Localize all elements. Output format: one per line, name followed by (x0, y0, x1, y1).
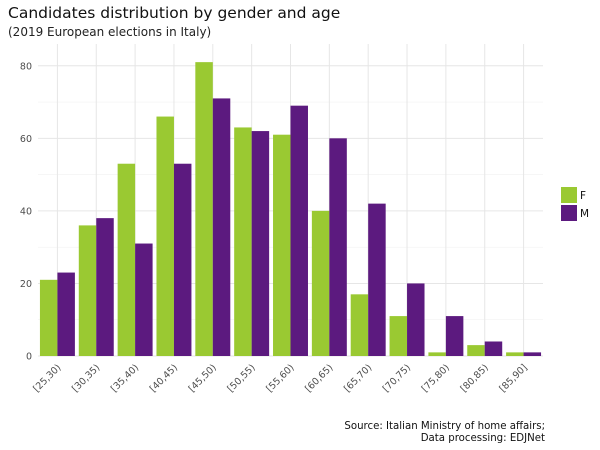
x-tick-label: [85,90] (497, 362, 529, 394)
y-tick-label: 60 (20, 134, 32, 145)
bar-M-10 (445, 316, 464, 356)
bar-F-12 (506, 352, 524, 356)
chart-caption: Source: Italian Ministry of home affairs… (344, 421, 545, 445)
x-tick-label: [60,65) (303, 362, 335, 394)
grid-lines (38, 44, 543, 357)
bar-F-6 (273, 134, 291, 356)
bar-M-0 (57, 272, 75, 356)
bar-F-8 (350, 294, 369, 356)
bar-M-6 (290, 105, 308, 357)
x-axis: [25,30) [30,35) [35,40) [40,45) [45,50) [50,5… (31, 362, 529, 394)
bar-M-5 (251, 131, 270, 356)
x-tick-label: [40,45) (148, 362, 180, 394)
bar-M-1 (96, 218, 114, 356)
x-tick-label: [25,30) (31, 362, 63, 394)
bar-F-0 (39, 279, 58, 356)
bar-F-3 (156, 116, 174, 356)
bar-F-10 (428, 352, 446, 356)
bar-M-2 (135, 243, 153, 356)
bar-M-11 (484, 341, 503, 356)
bar-F-1 (78, 225, 97, 356)
x-tick-label: [70,75) (381, 362, 413, 394)
bar-F-7 (311, 210, 330, 356)
bar-F-2 (117, 163, 136, 356)
chart-title: Candidates distribution by gender and ag… (8, 4, 341, 22)
y-tick-label: 0 (26, 352, 32, 363)
bar-M-9 (407, 283, 425, 356)
x-tick-label: [75,80) (420, 362, 452, 394)
bar-M-12 (523, 352, 542, 356)
x-tick-label: [30,35) (70, 362, 102, 394)
x-tick-label: [65,70) (342, 362, 374, 394)
bar-M-7 (329, 138, 347, 356)
bars-group (39, 62, 542, 357)
legend-key-M (561, 205, 577, 221)
y-tick-label: 40 (20, 206, 32, 217)
y-tick-label: 20 (20, 279, 32, 290)
bar-F-4 (195, 62, 213, 357)
legend-label-F: F (580, 190, 586, 202)
legend-label-M: M (580, 208, 589, 220)
caption-line-1: Source: Italian Ministry of home affairs… (344, 421, 545, 432)
chart-subtitle: (2019 European elections in Italy) (8, 25, 212, 39)
bar-F-11 (467, 345, 485, 356)
bar-F-5 (234, 127, 252, 356)
y-tick-label: 80 (20, 61, 32, 72)
x-tick-label: [45,50) (187, 362, 219, 394)
legend-key-F (561, 187, 577, 203)
x-tick-label: [80,85) (459, 362, 491, 394)
x-tick-label: [55,60) (264, 362, 296, 394)
x-tick-label: [50,55) (226, 362, 258, 394)
bar-F-9 (389, 316, 408, 356)
bar-M-8 (368, 203, 386, 356)
caption-line-2: Data processing: EDJNet (420, 433, 545, 444)
bar-M-3 (173, 163, 192, 356)
y-axis: 0 20 40 60 80 (20, 61, 32, 362)
x-tick-label: [35,40) (109, 362, 141, 394)
legend: FM (561, 187, 589, 221)
bar-M-4 (212, 98, 231, 356)
